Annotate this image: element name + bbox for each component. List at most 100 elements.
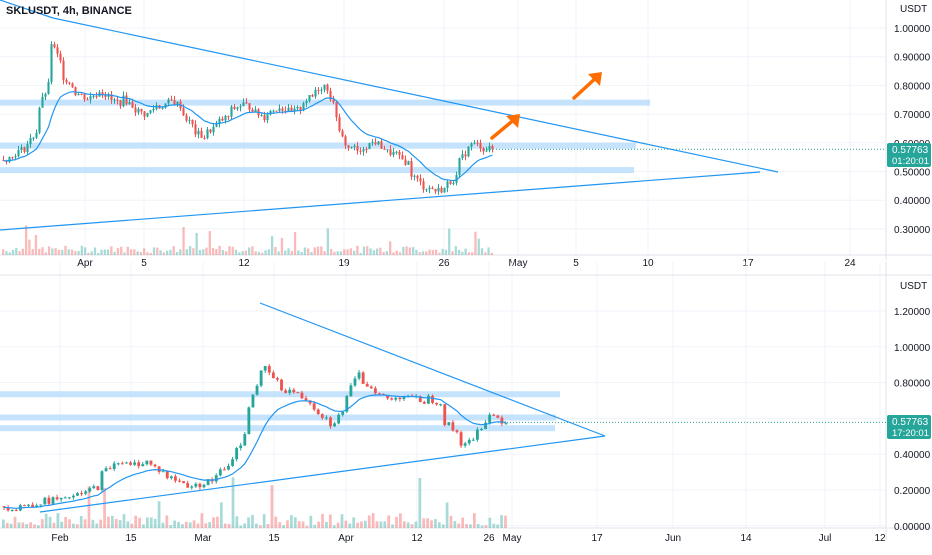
- volume-bar: [415, 249, 418, 255]
- volume-bar: [339, 251, 343, 255]
- y-tick-label: 0.40000: [894, 196, 931, 207]
- candle-body: [59, 53, 62, 61]
- volume-bar: [204, 523, 208, 528]
- volume-bar: [195, 233, 198, 255]
- volume-bar: [185, 249, 188, 255]
- volume-bar: [51, 248, 54, 255]
- y-tick-label: 0.70000: [894, 110, 931, 121]
- volume-bar: [173, 520, 176, 528]
- y-tick-label: 0.20000: [894, 486, 931, 497]
- volume-bar: [280, 238, 284, 255]
- candle-body: [263, 115, 266, 121]
- candle-body: [378, 393, 381, 395]
- candle-body: [451, 422, 455, 431]
- volume-bar: [99, 519, 103, 528]
- volume-bar: [488, 517, 492, 528]
- volume-bar: [228, 246, 231, 255]
- volume-bar: [389, 241, 392, 255]
- candle-body: [338, 117, 341, 131]
- candle-body: [329, 90, 332, 100]
- volume-bar: [48, 516, 52, 528]
- volume-bar: [286, 520, 289, 528]
- candle-body: [446, 181, 449, 189]
- candle-body: [145, 460, 149, 465]
- candle-countdown-label: 17:20:01: [892, 428, 929, 439]
- volume-bar: [257, 252, 261, 255]
- candle-body: [491, 145, 494, 149]
- volume-bar: [114, 518, 118, 528]
- volume-bar: [122, 514, 126, 528]
- candle-body: [470, 143, 473, 147]
- candle-body: [308, 400, 312, 404]
- volume-bar: [84, 247, 87, 255]
- candle-body: [418, 396, 422, 402]
- volume-bar: [362, 246, 366, 255]
- candle-body: [92, 96, 95, 98]
- volume-bar: [398, 252, 402, 255]
- candle-body: [80, 94, 83, 96]
- candle-body: [320, 89, 323, 91]
- candle-body: [191, 119, 194, 125]
- volume-bar: [474, 231, 477, 255]
- candle-body: [214, 475, 218, 482]
- volume-bar: [371, 513, 375, 528]
- candle-body: [464, 154, 467, 157]
- volume-bar: [251, 514, 254, 528]
- volume-bar: [107, 516, 110, 528]
- candle-body: [373, 388, 377, 394]
- support-resistance-zone: [0, 391, 560, 398]
- candle-body: [440, 187, 443, 193]
- candle-body: [394, 397, 398, 400]
- candle-body: [434, 188, 437, 192]
- volume-bar: [239, 525, 243, 528]
- volume-bar: [216, 516, 219, 528]
- candle-body: [152, 108, 155, 111]
- candle-body: [361, 372, 365, 384]
- candle-body: [233, 106, 236, 109]
- x-tick-label: Mar: [194, 533, 212, 544]
- trend-line: [0, 171, 761, 231]
- volume-bar: [41, 247, 44, 255]
- volume-bar: [457, 523, 461, 528]
- x-tick-label: Jul: [819, 533, 832, 544]
- volume-bar: [484, 525, 488, 528]
- candle-body: [267, 366, 271, 373]
- candle-body: [67, 497, 71, 499]
- candle-body: [390, 398, 394, 400]
- y-tick-label: 1.00000: [894, 24, 931, 35]
- candle-body: [140, 109, 143, 112]
- volume-bar: [241, 251, 244, 255]
- y-tick-label: 0.00000: [894, 522, 931, 533]
- y-axis-title: USDT: [900, 281, 927, 292]
- candle-body: [222, 469, 226, 471]
- candle-body: [125, 95, 128, 105]
- candle-body: [173, 476, 177, 481]
- volume-bar: [54, 248, 57, 255]
- volume-bar: [325, 521, 328, 528]
- volume-bar: [461, 517, 465, 528]
- candle-body: [314, 89, 317, 97]
- trend-line: [259, 302, 606, 437]
- candle-body: [31, 504, 35, 508]
- volume-bar: [382, 252, 385, 255]
- y-tick-label: 1.20000: [894, 307, 931, 318]
- candle-body: [120, 463, 124, 465]
- volume-bar: [255, 523, 258, 528]
- volume-bar: [258, 525, 262, 528]
- candle-body: [496, 415, 500, 418]
- candle-body: [383, 148, 386, 150]
- candle-body: [431, 395, 434, 403]
- candle-body: [296, 392, 300, 394]
- support-resistance-zone: [0, 142, 636, 149]
- volume-bar: [363, 520, 367, 528]
- volume-bar: [267, 249, 270, 255]
- volume-bar: [336, 251, 339, 255]
- volume-bar: [266, 524, 270, 528]
- support-resistance-zone: [0, 167, 634, 174]
- volume-bar: [418, 252, 421, 255]
- volume-bar: [421, 251, 425, 255]
- y-tick-label: 0.30000: [894, 225, 931, 236]
- candle-body: [404, 159, 407, 165]
- volume-bar: [293, 517, 297, 528]
- candle-body: [169, 476, 173, 479]
